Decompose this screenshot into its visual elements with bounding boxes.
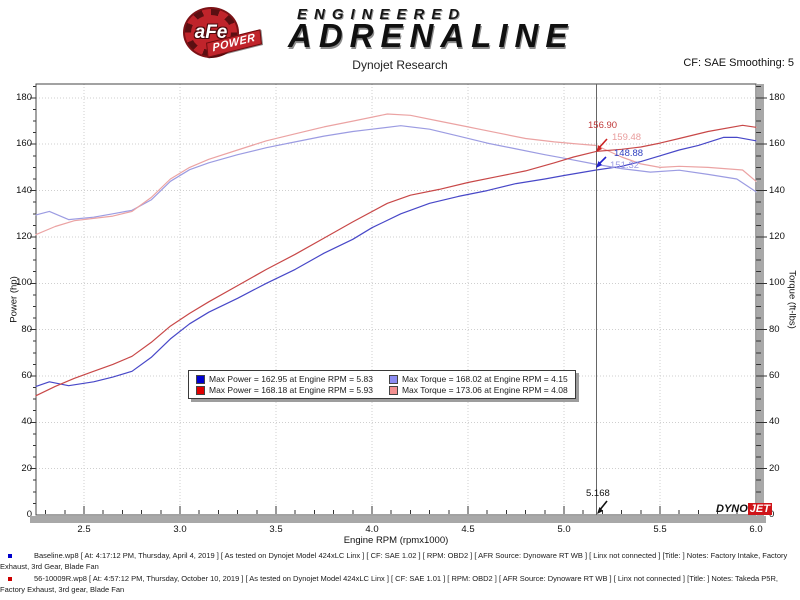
legend-label: Max Power = 168.18 at Engine RPM = 5.93: [209, 385, 373, 395]
legend-item-baseline-torque: Max Torque = 168.02 at Engine RPM = 4.15: [388, 374, 568, 384]
dynojet-watermark-dyno: DYNO: [716, 503, 748, 515]
run-bullet-red: [8, 577, 12, 581]
legend-item-baseline-power: Max Power = 162.95 at Engine RPM = 5.83: [196, 374, 373, 384]
legend-item-modified-torque: Max Torque = 173.06 at Engine RPM = 4.08: [388, 385, 568, 395]
y-tick-label-left: 20: [21, 462, 32, 474]
x-tick-label: 6.0: [749, 524, 763, 535]
cursor-readout-power-blue: 148.88: [614, 148, 644, 159]
afe-logo-text: aFe: [194, 21, 228, 43]
run-bullet-blue: [8, 554, 12, 558]
run-info-modified: 56-10009R.wp8 [ At: 4:57:12 PM, Thursday…: [0, 574, 797, 595]
y-tick-label-left: 0: [26, 509, 32, 520]
axis-shadow-right: [757, 84, 764, 523]
y-tick-label-right: 140: [769, 184, 785, 196]
legend-item-modified-power: Max Power = 168.18 at Engine RPM = 5.93: [196, 385, 373, 395]
y-tick-label-left: 80: [21, 323, 32, 335]
adrenaline-wordmark: ADRENALINE: [288, 17, 575, 54]
dynojet-watermark-jet: JET: [747, 503, 772, 515]
legend-swatch-lightblue: [388, 374, 398, 384]
x-tick-label: 3.5: [269, 524, 283, 535]
legend-swatch-blue: [196, 374, 205, 384]
x-tick-label: 4.5: [461, 524, 475, 535]
cursor-rpm-label: 5.168: [586, 488, 610, 499]
y-tick-label-right: 100: [769, 277, 785, 289]
run-info-footer: Baseline.wp8 [ At: 4:17:12 PM, Thursday,…: [0, 551, 797, 597]
legend-label: Max Torque = 168.02 at Engine RPM = 4.15: [401, 374, 568, 384]
curve: [35, 124, 757, 397]
cursor-arrow-head: [596, 145, 602, 152]
x-tick-label: 2.5: [77, 524, 91, 535]
y-tick-label-left: 140: [16, 184, 32, 196]
cursor-arrow-head: [597, 507, 603, 514]
x-axis-label-rpm: Engine RPM (rpmx1000): [343, 535, 449, 546]
x-tick-label: 5.0: [557, 524, 571, 535]
engineered-wordmark: ENGINEERED: [297, 6, 467, 23]
y-tick-label-right: 80: [769, 323, 780, 335]
legend-label: Max Torque = 173.06 at Engine RPM = 4.08: [401, 385, 568, 395]
chart-title: Dynojet Research: [352, 58, 448, 72]
axis-shadow-bottom: [30, 516, 766, 523]
legend-label: Max Power = 162.95 at Engine RPM = 5.83: [209, 374, 373, 384]
smoothing-setting-label: CF: SAE Smoothing: 5: [683, 57, 794, 69]
y-tick-label-right: 180: [769, 91, 785, 103]
dynojet-watermark: DYNO JET: [716, 503, 772, 515]
plot-frame: [35, 83, 757, 516]
legend-swatch-lightred: [388, 385, 398, 395]
y-tick-label-right: 160: [769, 138, 785, 150]
cursor-readout-torque-red: 159.48: [612, 132, 642, 143]
x-tick-label: 4.0: [365, 524, 379, 535]
curve: [35, 125, 757, 221]
curve: [35, 113, 757, 236]
x-tick-label: 3.0: [173, 524, 187, 535]
cursor-readout-torque-blue: 151.32: [610, 160, 640, 171]
y-tick-label-right: 60: [769, 369, 780, 381]
y-tick-label-right: 20: [769, 462, 780, 474]
y-tick-label-right: 40: [769, 416, 780, 428]
legend-box: Max Power = 162.95 at Engine RPM = 5.83 …: [188, 370, 576, 399]
run-info-baseline: Baseline.wp8 [ At: 4:17:12 PM, Thursday,…: [0, 551, 797, 572]
cursor-arrow-head: [596, 161, 602, 168]
curve: [35, 136, 757, 387]
y-tick-label-left: 40: [21, 416, 32, 428]
y-tick-label-left: 60: [21, 369, 32, 381]
x-tick-label: 5.5: [653, 524, 667, 535]
run-info-text: Baseline.wp8 [ At: 4:17:12 PM, Thursday,…: [0, 551, 788, 571]
y-tick-label-left: 120: [16, 230, 32, 242]
y-tick-label-left: 100: [16, 277, 32, 289]
y-tick-label-left: 160: [16, 138, 32, 150]
y-tick-label-left: 180: [16, 91, 32, 103]
legend-swatch-red: [196, 385, 205, 395]
y-tick-label-right: 120: [769, 230, 785, 242]
cursor-readout-power-red: 156.90: [588, 120, 618, 131]
run-info-text: 56-10009R.wp8 [ At: 4:57:12 PM, Thursday…: [0, 574, 778, 594]
